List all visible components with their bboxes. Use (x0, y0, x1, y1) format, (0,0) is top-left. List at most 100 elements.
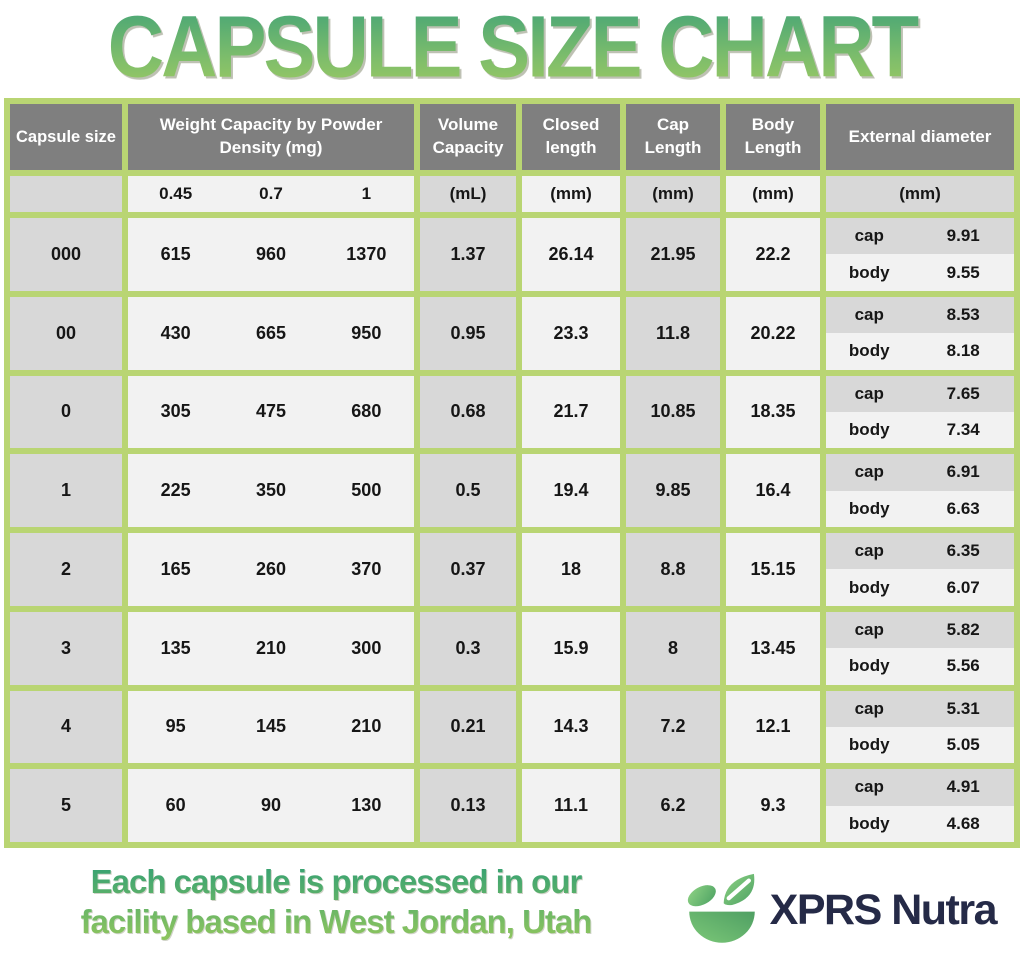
cap-label: cap (854, 698, 884, 718)
weight-value-1: 680 (351, 401, 382, 422)
body-length-cell: 16.4 (726, 454, 820, 527)
weight-value-07: 145 (255, 716, 287, 737)
weight-value-07: 210 (255, 637, 287, 658)
weight-value-07: 260 (255, 558, 287, 579)
weight-value-045: 615 (160, 243, 191, 264)
external-body-row: body 5.56 (826, 648, 1014, 685)
capsule-size-cell: 0 (10, 375, 122, 449)
density-value: 1 (361, 184, 372, 203)
capsule-size-cell: 1 (10, 454, 122, 527)
mortar-leaves-icon (687, 873, 755, 943)
cap-label: cap (854, 383, 884, 403)
brand-name: XPRS Nutra (769, 885, 998, 934)
weight-value-045: 225 (160, 480, 191, 501)
header-weight-capacity: Weight Capacity by Powder Density (mg) (128, 104, 414, 170)
weight-value-1: 500 (351, 480, 382, 501)
cap-label: cap (854, 777, 884, 797)
weight-value-045: 165 (160, 558, 191, 579)
external-body-row: body 6.63 (826, 490, 1014, 527)
body-label: body (848, 656, 890, 676)
cap-length-cell: 21.95 (626, 218, 720, 291)
external-diameter-cell: cap 6.35 body 6.07 (826, 533, 1014, 606)
density-value: 0.7 (259, 184, 283, 203)
weight-value-045: 60 (165, 795, 186, 816)
external-body-row: body 4.68 (826, 805, 1014, 842)
body-diameter-value: 8.18 (946, 341, 980, 361)
external-cap-row: cap 5.31 (826, 690, 1014, 727)
units-density-cell: 0.45 0.7 1 (128, 176, 414, 212)
capsule-size-cell: 00 (10, 296, 122, 370)
external-body-row: body 5.05 (826, 726, 1014, 764)
capsule-size-cell: 3 (10, 611, 122, 685)
cap-diameter-value: 7.65 (946, 383, 980, 403)
volume-capacity-cell: 0.13 (420, 769, 516, 842)
body-diameter-value: 7.34 (946, 420, 980, 440)
body-length-cell: 18.35 (726, 375, 820, 449)
volume-capacity-cell: 0.37 (420, 533, 516, 606)
header-closed-length: Closed length (522, 104, 620, 170)
units-cap-length: (mm) (626, 176, 720, 212)
volume-capacity-cell: 0.21 (420, 690, 516, 764)
closed-length-cell: 21.7 (522, 375, 620, 449)
weight-value-07: 665 (255, 322, 287, 343)
weight-value-045: 430 (160, 322, 191, 343)
weight-capacity-cell: 615 960 1370 (128, 218, 414, 291)
weight-value-07: 90 (260, 795, 281, 816)
closed-length-cell: 18 (522, 533, 620, 606)
external-diameter-cell: cap 5.31 body 5.05 (826, 690, 1014, 764)
external-diameter-cell: cap 8.53 body 8.18 (826, 296, 1014, 370)
external-diameter-cell: cap 7.65 body 7.34 (826, 375, 1014, 449)
volume-capacity-cell: 0.95 (420, 296, 516, 370)
body-length-cell: 15.15 (726, 533, 820, 606)
cap-label: cap (854, 541, 884, 561)
body-label: body (848, 813, 890, 833)
weight-capacity-cell: 60 90 130 (128, 769, 414, 842)
cap-length-cell: 11.8 (626, 296, 720, 370)
units-volume: (mL) (420, 176, 516, 212)
header-external-diameter: External diameter (826, 104, 1014, 170)
external-cap-row: cap 5.82 (826, 611, 1014, 649)
cap-diameter-value: 6.91 (946, 462, 980, 482)
footer: Each capsule is processed in our facilit… (0, 856, 1024, 966)
header-cap-length: Cap Length (626, 104, 720, 170)
capsule-size-table: Capsule size Weight Capacity by Powder D… (4, 98, 1020, 848)
cap-label: cap (854, 619, 884, 639)
volume-capacity-cell: 0.5 (420, 454, 516, 527)
closed-length-cell: 19.4 (522, 454, 620, 527)
weight-capacity-cell: 305 475 680 (128, 375, 414, 449)
external-cap-row: cap 7.65 (826, 375, 1014, 412)
external-cap-row: cap 8.53 (826, 296, 1014, 334)
external-body-row: body 6.07 (826, 569, 1014, 606)
body-label: body (848, 735, 890, 755)
footer-note-line1: Each capsule is processed in our (90, 863, 582, 900)
body-length-cell: 22.2 (726, 218, 820, 291)
body-label: body (848, 262, 890, 282)
header-capsule-size: Capsule size (10, 104, 122, 170)
external-diameter-cell: cap 6.91 body 6.63 (826, 454, 1014, 527)
weight-value-07: 350 (255, 480, 287, 501)
closed-length-cell: 14.3 (522, 690, 620, 764)
density-value: 0.45 (159, 184, 193, 203)
weight-value-1: 300 (351, 637, 382, 658)
capsule-size-cell: 4 (10, 690, 122, 764)
volume-capacity-cell: 0.68 (420, 375, 516, 449)
cap-length-cell: 8 (626, 611, 720, 685)
weight-capacity-cell: 430 665 950 (128, 296, 414, 370)
body-label: body (848, 341, 890, 361)
weight-value-07: 475 (255, 401, 287, 422)
body-label: body (848, 498, 890, 518)
body-label: body (848, 577, 890, 597)
body-length-cell: 9.3 (726, 769, 820, 842)
cap-diameter-value: 5.31 (946, 698, 980, 718)
closed-length-cell: 15.9 (522, 611, 620, 685)
external-cap-row: cap 9.91 (826, 218, 1014, 255)
cap-diameter-value: 8.53 (946, 304, 980, 324)
cap-diameter-value: 5.82 (946, 619, 980, 639)
weight-value-045: 135 (160, 637, 191, 658)
body-diameter-value: 6.07 (946, 577, 980, 597)
weight-value-1: 950 (351, 322, 382, 343)
external-cap-row: cap 4.91 (826, 769, 1014, 806)
brand-logo: XPRS Nutra (680, 868, 998, 952)
units-body-length: (mm) (726, 176, 820, 212)
